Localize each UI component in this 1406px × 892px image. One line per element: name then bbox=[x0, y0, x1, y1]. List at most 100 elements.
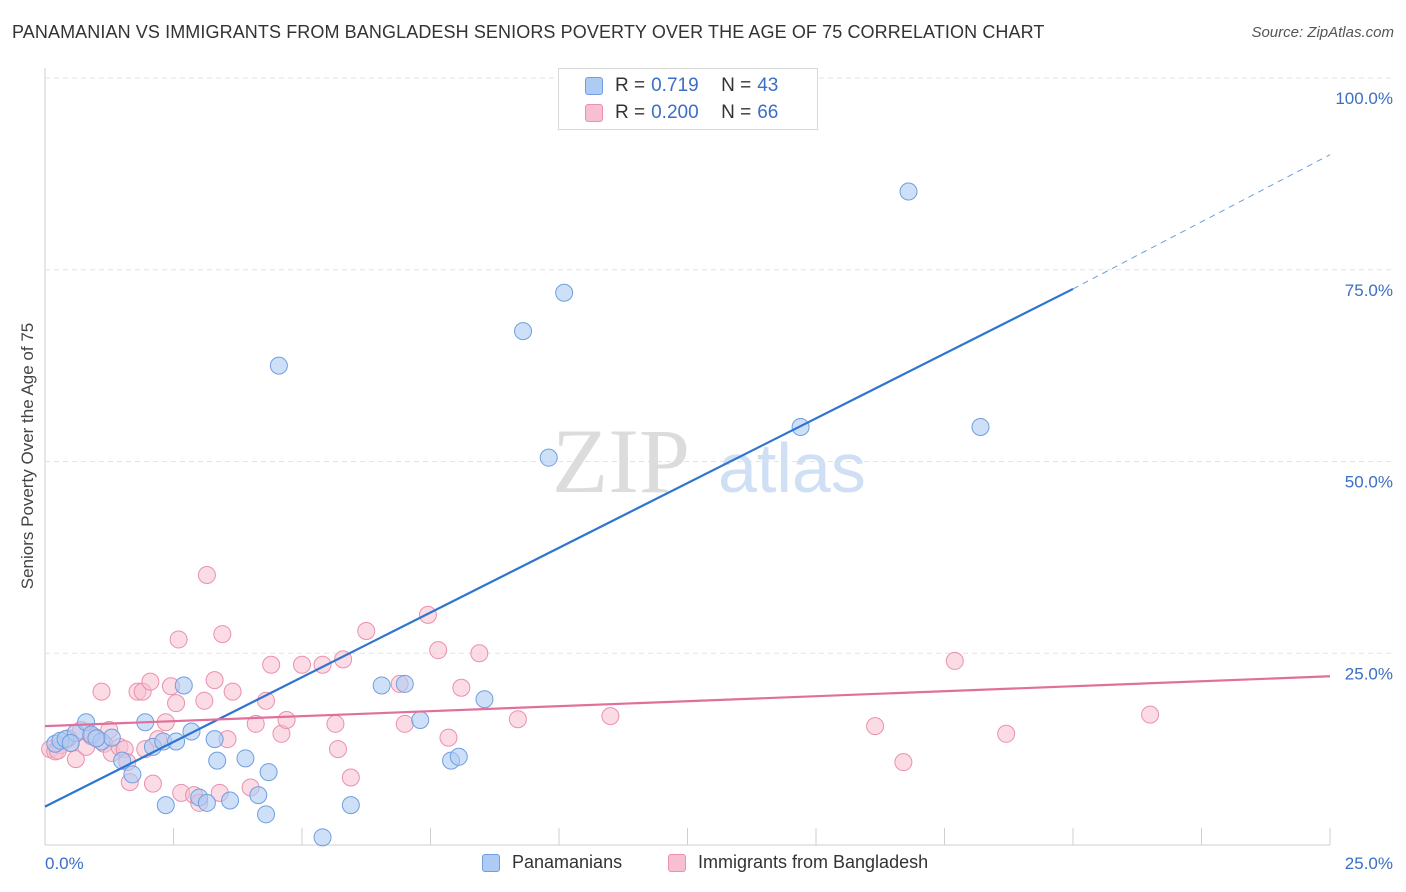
legend-n-label: N = bbox=[721, 102, 752, 123]
correlation-legend: R = 0.719 N = 43 R = 0.200 N = 66 bbox=[558, 68, 818, 130]
bangladesh-point bbox=[92, 682, 111, 701]
legend-r-value: 0.719 bbox=[651, 75, 699, 96]
bangladesh-point bbox=[293, 655, 311, 674]
panamanian-point bbox=[555, 283, 574, 302]
legend-r-value: 0.200 bbox=[651, 102, 699, 123]
panamanian-point bbox=[102, 728, 121, 747]
y-axis-label: Seniors Poverty Over the Age of 75 bbox=[18, 323, 37, 589]
bangladesh-point bbox=[1141, 705, 1160, 724]
legend-n-value: 43 bbox=[757, 75, 779, 96]
bangladesh-point bbox=[997, 724, 1016, 743]
bangladesh-point bbox=[205, 671, 224, 690]
panamanian-point bbox=[395, 674, 414, 693]
bangladesh-point bbox=[357, 622, 376, 641]
panamanian-point bbox=[123, 765, 142, 784]
legend-n-value: 66 bbox=[757, 102, 779, 123]
bangladesh-point bbox=[945, 651, 964, 670]
panamanian-point bbox=[449, 747, 468, 766]
bangladesh-point bbox=[429, 641, 448, 660]
panamanian-point bbox=[236, 749, 255, 768]
legend-item-bangladesh[interactable]: Immigrants from Bangladesh bbox=[668, 852, 928, 873]
bangladesh-point bbox=[246, 714, 265, 733]
series-legend: Panamanians Immigrants from Bangladesh bbox=[0, 852, 1406, 876]
chart-title: PANAMANIAN VS IMMIGRANTS FROM BANGLADESH… bbox=[12, 22, 1045, 42]
legend-item-label: Panamanians bbox=[512, 852, 623, 872]
bangladesh-point bbox=[328, 740, 347, 759]
bangladesh-point bbox=[508, 710, 527, 729]
bangladesh-point bbox=[395, 714, 414, 733]
panamanian-point bbox=[197, 793, 216, 812]
bangladesh-point bbox=[262, 655, 281, 674]
bangladesh-point bbox=[866, 717, 885, 736]
x-tick-label: 25.0% bbox=[1345, 854, 1393, 873]
panamanian-point bbox=[313, 828, 332, 847]
y-tick-label: 75.0% bbox=[1345, 281, 1393, 300]
panamanian-point bbox=[341, 796, 360, 815]
panamanian-trendline bbox=[44, 287, 1074, 808]
y-tick-label: 100.0% bbox=[1335, 89, 1393, 108]
bangladesh-point bbox=[341, 768, 360, 787]
blue-swatch-icon bbox=[482, 853, 500, 872]
panamanian-point bbox=[249, 786, 268, 805]
panamanian-point bbox=[269, 356, 288, 375]
panamanian-point bbox=[514, 322, 533, 341]
panamanian-point bbox=[87, 729, 106, 748]
legend-n-label: N = bbox=[721, 75, 752, 96]
trend-layer bbox=[44, 154, 1331, 808]
bangladesh-point bbox=[223, 682, 242, 701]
bangladesh-trendline bbox=[44, 675, 1331, 728]
legend-item-panamanians[interactable]: Panamanians bbox=[482, 852, 622, 873]
bangladesh-point bbox=[66, 750, 85, 769]
legend-item-label: Immigrants from Bangladesh bbox=[698, 852, 929, 872]
watermark-atlas: atlas bbox=[718, 429, 866, 507]
y-tick-label: 25.0% bbox=[1345, 664, 1393, 683]
y-tick-label: 50.0% bbox=[1345, 473, 1393, 492]
bangladesh-point bbox=[894, 753, 913, 772]
panamanian-point bbox=[156, 796, 175, 815]
panamanian-point bbox=[208, 751, 227, 770]
bangladesh-point bbox=[143, 774, 162, 793]
source-label: Source: ZipAtlas.com bbox=[1251, 24, 1394, 41]
panamanian-point bbox=[174, 676, 193, 695]
panamanian-point bbox=[259, 763, 278, 782]
panamanian-points bbox=[46, 182, 990, 847]
bangladesh-point bbox=[326, 714, 345, 733]
bangladesh-point bbox=[277, 710, 296, 729]
pink-swatch-icon bbox=[668, 853, 686, 872]
panamanian-point bbox=[475, 690, 494, 709]
bangladesh-point bbox=[197, 566, 216, 585]
panamanian-point bbox=[205, 730, 224, 749]
watermark-zip: ZIP bbox=[552, 410, 690, 512]
bangladesh-point bbox=[470, 644, 489, 663]
label-layer: 25.0% 50.0% 75.0% 100.0% 0.0% 25.0% Seniors Po… bbox=[18, 89, 1393, 873]
legend-row-panamanians: R = 0.719 N = 43 bbox=[585, 73, 778, 99]
panamanian-point bbox=[411, 710, 430, 729]
blue-swatch-icon bbox=[585, 77, 603, 95]
panamanian-point bbox=[971, 417, 990, 436]
watermark: ZIP atlas bbox=[552, 410, 866, 512]
bangladesh-point bbox=[141, 672, 160, 691]
bangladesh-point bbox=[167, 694, 186, 713]
axis-layer bbox=[44, 68, 1331, 846]
grid-layer bbox=[45, 77, 1392, 654]
bangladesh-point bbox=[601, 707, 620, 726]
bangladesh-point bbox=[439, 728, 458, 747]
panamanian-point bbox=[372, 676, 391, 695]
panamanian-point bbox=[257, 805, 276, 824]
pink-swatch-icon bbox=[585, 104, 603, 122]
panamanian-trendline-extension bbox=[1072, 154, 1331, 290]
bangladesh-point bbox=[195, 691, 214, 710]
panamanian-point bbox=[221, 791, 240, 810]
legend-r-label: R = bbox=[615, 75, 646, 96]
panamanian-point bbox=[899, 182, 918, 201]
panamanian-point bbox=[539, 448, 558, 467]
legend-r-label: R = bbox=[615, 102, 646, 123]
legend-row-bangladesh: R = 0.200 N = 66 bbox=[585, 100, 778, 126]
x-tick-label: 0.0% bbox=[45, 854, 84, 873]
bangladesh-point bbox=[169, 630, 188, 649]
panamanian-point bbox=[61, 733, 80, 752]
bangladesh-point bbox=[452, 678, 471, 697]
panamanian-point bbox=[182, 722, 201, 741]
bangladesh-point bbox=[213, 625, 232, 644]
